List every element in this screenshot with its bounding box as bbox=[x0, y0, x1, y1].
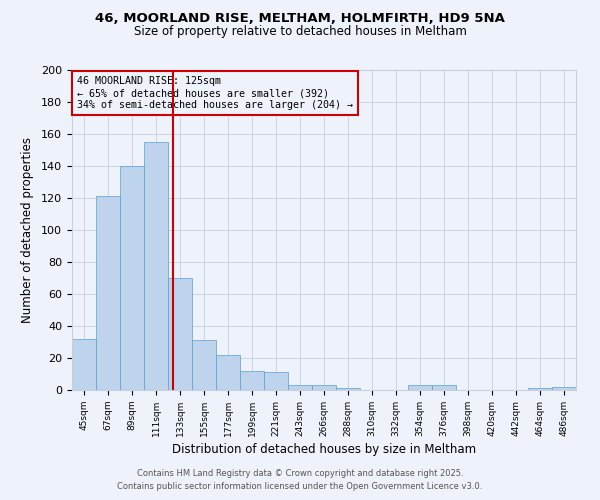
Text: Contains HM Land Registry data © Crown copyright and database right 2025.: Contains HM Land Registry data © Crown c… bbox=[137, 468, 463, 477]
Bar bbox=[553, 387, 575, 390]
Bar bbox=[409, 385, 431, 390]
Bar bbox=[337, 388, 359, 390]
Text: 46 MOORLAND RISE: 125sqm
← 65% of detached houses are smaller (392)
34% of semi-: 46 MOORLAND RISE: 125sqm ← 65% of detach… bbox=[77, 76, 353, 110]
Bar bbox=[169, 278, 191, 390]
Bar bbox=[145, 142, 167, 390]
Bar bbox=[289, 385, 311, 390]
Bar bbox=[265, 372, 287, 390]
Bar bbox=[97, 196, 119, 390]
Bar bbox=[121, 166, 143, 390]
Bar bbox=[313, 385, 335, 390]
Bar bbox=[529, 388, 551, 390]
Bar bbox=[217, 355, 239, 390]
Text: Contains public sector information licensed under the Open Government Licence v3: Contains public sector information licen… bbox=[118, 482, 482, 491]
Bar bbox=[433, 385, 455, 390]
Bar bbox=[193, 340, 215, 390]
X-axis label: Distribution of detached houses by size in Meltham: Distribution of detached houses by size … bbox=[172, 443, 476, 456]
Y-axis label: Number of detached properties: Number of detached properties bbox=[21, 137, 34, 323]
Bar bbox=[241, 371, 263, 390]
Text: Size of property relative to detached houses in Meltham: Size of property relative to detached ho… bbox=[134, 25, 466, 38]
Text: 46, MOORLAND RISE, MELTHAM, HOLMFIRTH, HD9 5NA: 46, MOORLAND RISE, MELTHAM, HOLMFIRTH, H… bbox=[95, 12, 505, 26]
Bar bbox=[73, 339, 95, 390]
